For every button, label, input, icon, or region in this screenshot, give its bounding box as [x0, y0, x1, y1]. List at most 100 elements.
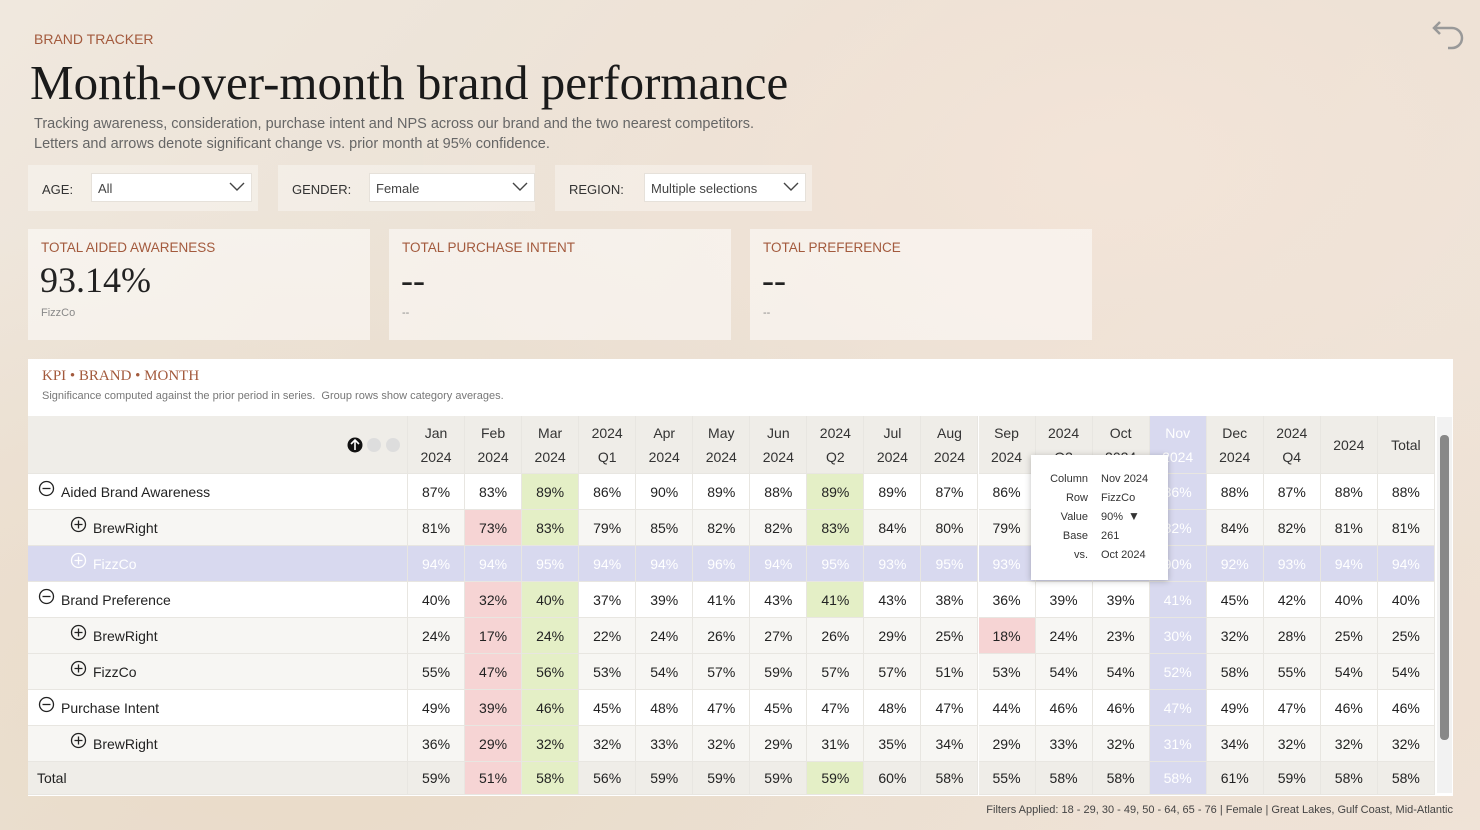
value-cell: 94%	[579, 546, 637, 582]
value-cell: 59%	[693, 762, 751, 795]
value-cell: 26%	[807, 618, 865, 654]
collapse-icon[interactable]	[38, 696, 55, 713]
value-cell: 59%	[636, 762, 694, 795]
value-cell: 61%	[1206, 762, 1264, 795]
value-cell: 48%	[864, 690, 922, 726]
value-cell: 54%	[636, 654, 694, 690]
row-label-text: Brand Preference	[61, 591, 171, 608]
value-cell: 33%	[636, 726, 694, 762]
value-cell: 39%	[465, 690, 523, 726]
expand-icon[interactable]	[70, 552, 87, 569]
value-cell: 46%	[1092, 690, 1150, 726]
value-cell: 89%	[864, 474, 922, 510]
row-label: FizzCo	[28, 654, 408, 690]
sort-icons[interactable]	[346, 436, 402, 454]
value-cell: 83%	[465, 474, 523, 510]
total-row-label: Total	[28, 762, 408, 795]
expand-icon[interactable]	[70, 732, 87, 749]
value-cell: 49%	[1206, 690, 1264, 726]
filter: AGE: All	[28, 165, 258, 211]
value-cell: 94%	[1377, 546, 1435, 582]
tooltip-label: Value	[1060, 511, 1088, 523]
collapse-icon[interactable]	[38, 588, 55, 605]
value-cell: 57%	[693, 654, 751, 690]
value-cell: 55%	[978, 762, 1036, 795]
value-cell: 49%	[408, 690, 466, 726]
value-cell: 59%	[1263, 762, 1321, 795]
value-cell: 85%	[636, 510, 694, 546]
dropdown[interactable]: Multiple selections	[644, 173, 806, 202]
column-header: Jun 2024	[750, 416, 808, 474]
kpi-card: TOTAL PURCHASE INTENT -- --	[389, 229, 731, 340]
dropdown[interactable]: Female	[369, 173, 535, 202]
row-label: Purchase Intent	[28, 690, 408, 726]
dropdown-value: All	[98, 181, 113, 196]
value-cell: 59%	[408, 762, 466, 795]
expand-icon[interactable]	[70, 660, 87, 677]
value-cell: 46%	[1320, 690, 1378, 726]
tooltip-label: Column	[1050, 473, 1088, 485]
value-cell: 32%	[1206, 618, 1264, 654]
value-cell: 79%	[579, 510, 637, 546]
collapse-icon[interactable]	[38, 480, 55, 497]
card-label: TOTAL AIDED AWARENESS	[41, 240, 216, 255]
tooltip-value: 261	[1101, 530, 1120, 542]
value-cell: 55%	[408, 654, 466, 690]
expand-icon[interactable]	[70, 516, 87, 533]
value-cell: 95%	[921, 546, 979, 582]
value-cell: 45%	[1206, 582, 1264, 618]
value-cell: 46%	[1035, 690, 1093, 726]
value-cell: 81%	[1377, 510, 1435, 546]
row-label: BrewRight	[28, 510, 408, 546]
value-cell: 59%	[750, 654, 808, 690]
eyebrow: BRAND TRACKER	[34, 31, 154, 47]
value-cell: 25%	[1320, 618, 1378, 654]
row-label-text: BrewRight	[93, 627, 158, 644]
value-cell: 84%	[864, 510, 922, 546]
value-cell: 56%	[579, 762, 637, 795]
value-cell: 54%	[1320, 654, 1378, 690]
card-value: 93.14%	[40, 260, 151, 300]
value-cell: 94%	[636, 546, 694, 582]
value-cell: 26%	[693, 618, 751, 654]
value-cell: 28%	[1263, 618, 1321, 654]
chevron	[229, 182, 245, 191]
value-cell: 58%	[1320, 762, 1378, 795]
value-cell: 31%	[807, 726, 865, 762]
value-cell: 22%	[579, 618, 637, 654]
value-cell: 54%	[1035, 654, 1093, 690]
value-cell: 32%	[1320, 726, 1378, 762]
card-value: --	[762, 260, 786, 300]
row-label-text: BrewRight	[93, 735, 158, 752]
value-cell: 27%	[750, 618, 808, 654]
column-header: Jan 2024	[408, 416, 466, 474]
column-header: 2024 Q2	[807, 416, 865, 474]
value-cell: 55%	[1263, 654, 1321, 690]
expand-icon[interactable]	[70, 624, 87, 641]
value-cell: 58%	[522, 762, 580, 795]
page-title: Month-over-month brand performance	[30, 55, 789, 110]
value-cell: 43%	[750, 582, 808, 618]
value-cell: 80%	[921, 510, 979, 546]
value-cell: 86%	[978, 474, 1036, 510]
value-cell: 57%	[864, 654, 922, 690]
value-cell: 51%	[465, 762, 523, 795]
tooltip-arrow: ▼	[1128, 509, 1140, 523]
value-cell: 40%	[1377, 582, 1435, 618]
value-cell: 47%	[921, 690, 979, 726]
value-cell: 56%	[522, 654, 580, 690]
value-cell: 88%	[1320, 474, 1378, 510]
value-cell: 40%	[408, 582, 466, 618]
scrollbar[interactable]	[1437, 417, 1452, 793]
value-cell: 58%	[1092, 762, 1150, 795]
value-cell: 58%	[1035, 762, 1093, 795]
subtitle: Letters and arrows denote significant ch…	[34, 136, 550, 152]
value-cell: 32%	[1092, 726, 1150, 762]
column-header: Feb 2024	[465, 416, 523, 474]
value-cell: 46%	[522, 690, 580, 726]
row-label: Brand Preference	[28, 582, 408, 618]
back-button[interactable]	[1430, 10, 1470, 50]
value-cell: 93%	[864, 546, 922, 582]
value-cell: 83%	[522, 510, 580, 546]
dropdown[interactable]: All	[91, 173, 252, 202]
